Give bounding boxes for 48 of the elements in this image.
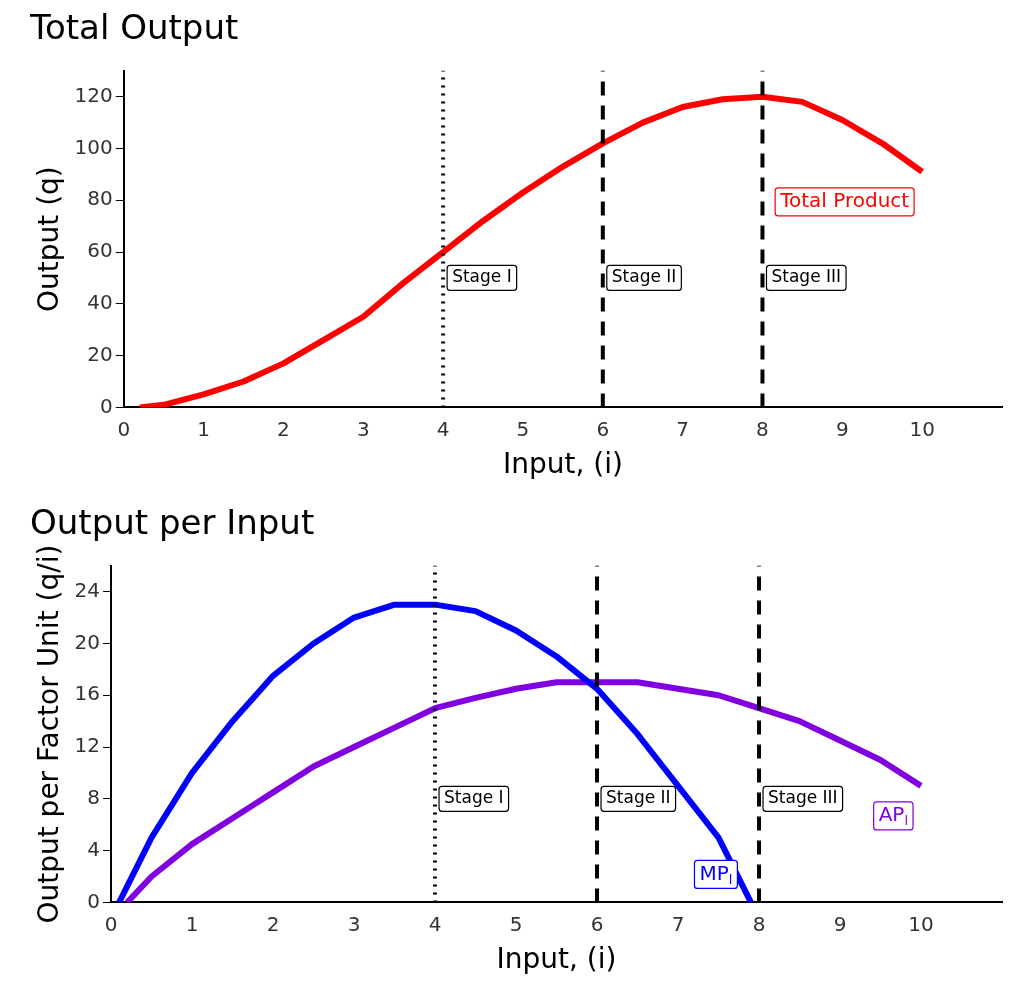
x-tick-label: 6 bbox=[596, 416, 610, 441]
annotation: Stage III bbox=[768, 787, 838, 808]
y-tick-label: 12 bbox=[74, 733, 101, 758]
y-tick-label: 120 bbox=[74, 82, 113, 107]
y-tick-label: 4 bbox=[87, 836, 101, 861]
y-tick-label: 20 bbox=[87, 341, 113, 366]
annotation: Stage II bbox=[606, 787, 671, 808]
y-tick-label: 100 bbox=[74, 134, 113, 159]
x-tick-label: 10 bbox=[909, 416, 935, 441]
x-tick-label: 6 bbox=[590, 911, 604, 936]
y-tick-label: 8 bbox=[87, 785, 101, 810]
x-tick-label: 9 bbox=[833, 911, 847, 936]
x-tick-label: 1 bbox=[197, 416, 210, 441]
y-tick-label: 0 bbox=[87, 888, 101, 913]
annotation: Stage III bbox=[771, 266, 842, 287]
y-tick-label: 0 bbox=[100, 393, 113, 418]
x-tick-label: 5 bbox=[509, 911, 523, 936]
y-tick-label: 60 bbox=[87, 238, 113, 263]
y-axis-title: Output (q) bbox=[32, 166, 66, 312]
x-tick-label: 8 bbox=[756, 416, 769, 441]
chart-title: Total Output bbox=[29, 7, 239, 48]
annotation: Stage I bbox=[444, 787, 504, 808]
y-tick-label: 40 bbox=[87, 290, 113, 315]
x-axis-title: Input, (i) bbox=[502, 447, 623, 481]
x-tick-label: 3 bbox=[356, 416, 370, 441]
x-tick-label: 2 bbox=[266, 911, 280, 936]
x-axis-title: Input, (i) bbox=[496, 942, 617, 976]
x-tick-label: 3 bbox=[347, 911, 361, 936]
y-tick-label: 16 bbox=[74, 681, 101, 706]
x-tick-label: 5 bbox=[516, 416, 530, 441]
x-tick-label: 4 bbox=[428, 911, 442, 936]
annotation: Stage II bbox=[611, 266, 677, 287]
x-tick-label: 1 bbox=[185, 911, 199, 936]
x-tick-label: 8 bbox=[752, 911, 766, 936]
y-tick-label: 80 bbox=[87, 186, 113, 211]
y-tick-label: 20 bbox=[74, 629, 101, 654]
x-tick-label: 2 bbox=[277, 416, 290, 441]
x-tick-label: 4 bbox=[436, 416, 450, 441]
series-label: Total Product bbox=[779, 187, 910, 212]
y-tick-label: 24 bbox=[74, 577, 101, 602]
x-tick-label: 7 bbox=[676, 416, 690, 441]
annotation: Stage I bbox=[452, 266, 512, 287]
x-tick-label: 7 bbox=[671, 911, 685, 936]
x-tick-label: 10 bbox=[908, 911, 934, 936]
y-axis-title: Output per Factor Unit (q/i) bbox=[32, 544, 66, 924]
chart-title: Output per Input bbox=[30, 502, 315, 543]
x-tick-label: 0 bbox=[117, 416, 131, 441]
x-tick-label: 9 bbox=[835, 416, 849, 441]
